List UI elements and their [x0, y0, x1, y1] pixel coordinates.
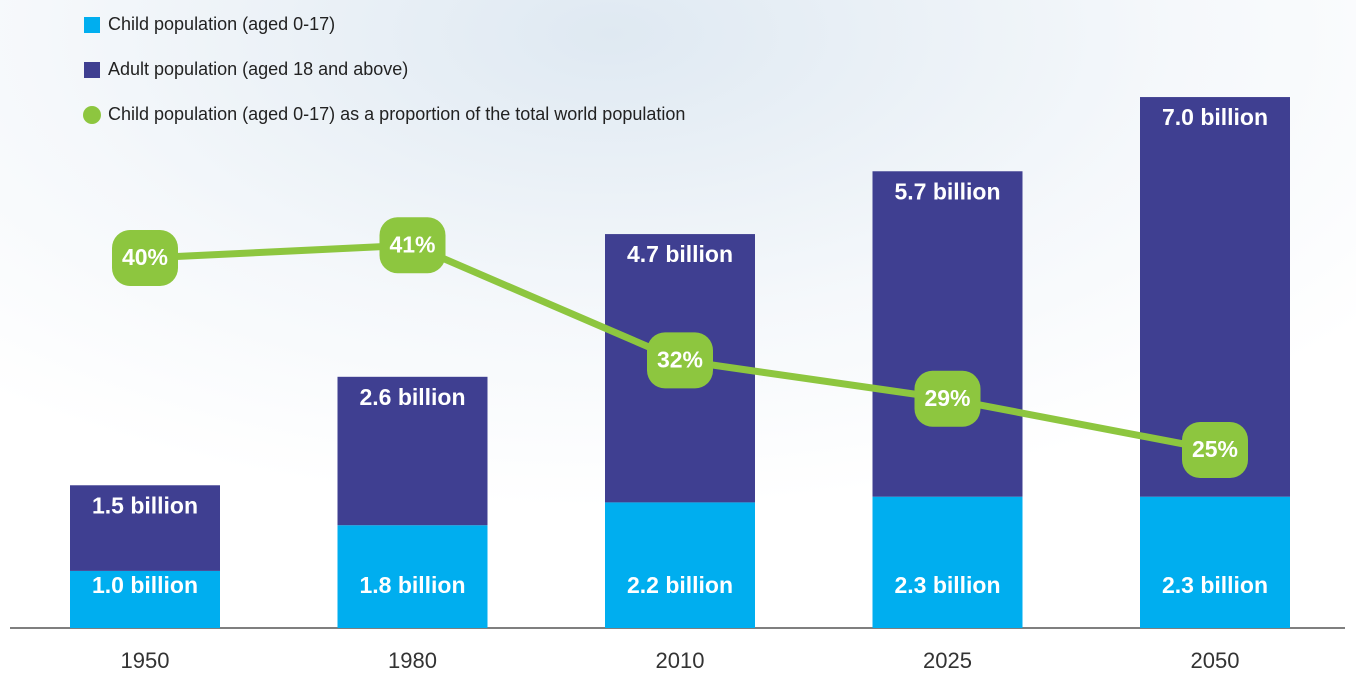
point-marker	[379, 217, 446, 274]
bar-value-label: 1.8 billion	[359, 572, 465, 598]
legend-label: Child population (aged 0-17) as a propor…	[108, 104, 685, 124]
x-tick-label: 2025	[923, 648, 972, 673]
bar	[337, 376, 488, 526]
legend-marker	[84, 62, 100, 78]
legend-label: Child population (aged 0-17)	[108, 14, 335, 34]
bar	[70, 570, 220, 628]
point-value-label: 41%	[389, 231, 435, 257]
x-tick-label: 2050	[1191, 648, 1240, 673]
bar	[605, 502, 755, 628]
bar	[872, 496, 1023, 628]
point-marker	[914, 370, 981, 427]
point-value-label: 25%	[1192, 436, 1238, 462]
point-value-label: 32%	[657, 346, 703, 372]
bar	[70, 485, 220, 571]
point-marker	[1182, 422, 1248, 478]
point-value-label: 40%	[122, 244, 168, 270]
x-tick-label: 1950	[121, 648, 170, 673]
legend-marker	[84, 17, 100, 33]
x-tick-label: 1980	[388, 648, 437, 673]
bar	[1140, 496, 1290, 628]
bar	[337, 525, 488, 628]
bar-value-label: 2.3 billion	[894, 572, 1000, 598]
bar-value-label: 2.2 billion	[627, 572, 733, 598]
bar-value-label: 2.6 billion	[359, 384, 465, 410]
x-tick-label: 2010	[656, 648, 705, 673]
bar-value-label: 1.0 billion	[92, 572, 198, 598]
bar-value-label: 1.5 billion	[92, 492, 198, 518]
bar-value-label: 2.3 billion	[1162, 572, 1268, 598]
point-value-label: 29%	[924, 385, 970, 411]
point-marker	[647, 332, 713, 389]
bar-value-label: 5.7 billion	[894, 178, 1000, 204]
bar-value-label: 7.0 billion	[1162, 104, 1268, 130]
bar	[872, 171, 1023, 497]
point-marker	[112, 230, 178, 286]
bar-value-label: 4.7 billion	[627, 241, 733, 267]
legend-marker	[83, 106, 101, 124]
legend-label: Adult population (aged 18 and above)	[108, 59, 408, 79]
